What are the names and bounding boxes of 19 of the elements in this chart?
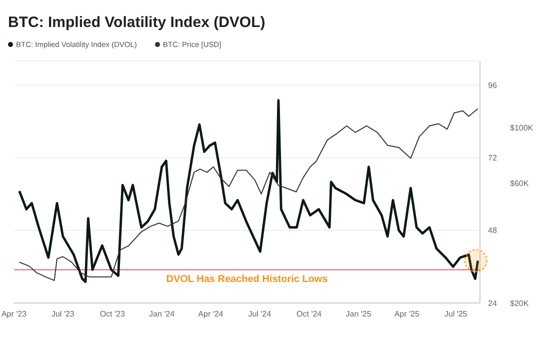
x-tick-label: Apr '25 bbox=[394, 310, 420, 319]
y-tick-label: 24 bbox=[488, 298, 498, 308]
x-tick-label: Jul '23 bbox=[51, 310, 75, 319]
y2-tick-label: $60K bbox=[510, 179, 530, 188]
y-tick-label: 48 bbox=[488, 226, 498, 236]
x-tick-label: Jan '24 bbox=[149, 310, 176, 319]
y2-tick-label: $100K bbox=[510, 123, 534, 132]
x-tick-label: Jul '25 bbox=[444, 310, 468, 319]
y2-tick-label: $20K bbox=[510, 298, 530, 308]
x-tick-label: Oct '24 bbox=[296, 310, 322, 319]
x-tick-label: Jul '24 bbox=[248, 310, 272, 319]
y-tick-label: 72 bbox=[488, 154, 498, 163]
x-tick-label: Apr '23 bbox=[1, 310, 28, 319]
x-tick-label: Oct '23 bbox=[100, 310, 126, 319]
chart-title: BTC: Implied Volatility Index (DVOL) bbox=[7, 13, 266, 33]
y-tick-label: 96 bbox=[488, 81, 498, 90]
x-tick-label: Jan '25 bbox=[346, 310, 372, 319]
ref-line-label: DVOL Has Reached Historic Lows bbox=[166, 274, 328, 285]
x-tick-label: Apr '24 bbox=[198, 310, 224, 319]
